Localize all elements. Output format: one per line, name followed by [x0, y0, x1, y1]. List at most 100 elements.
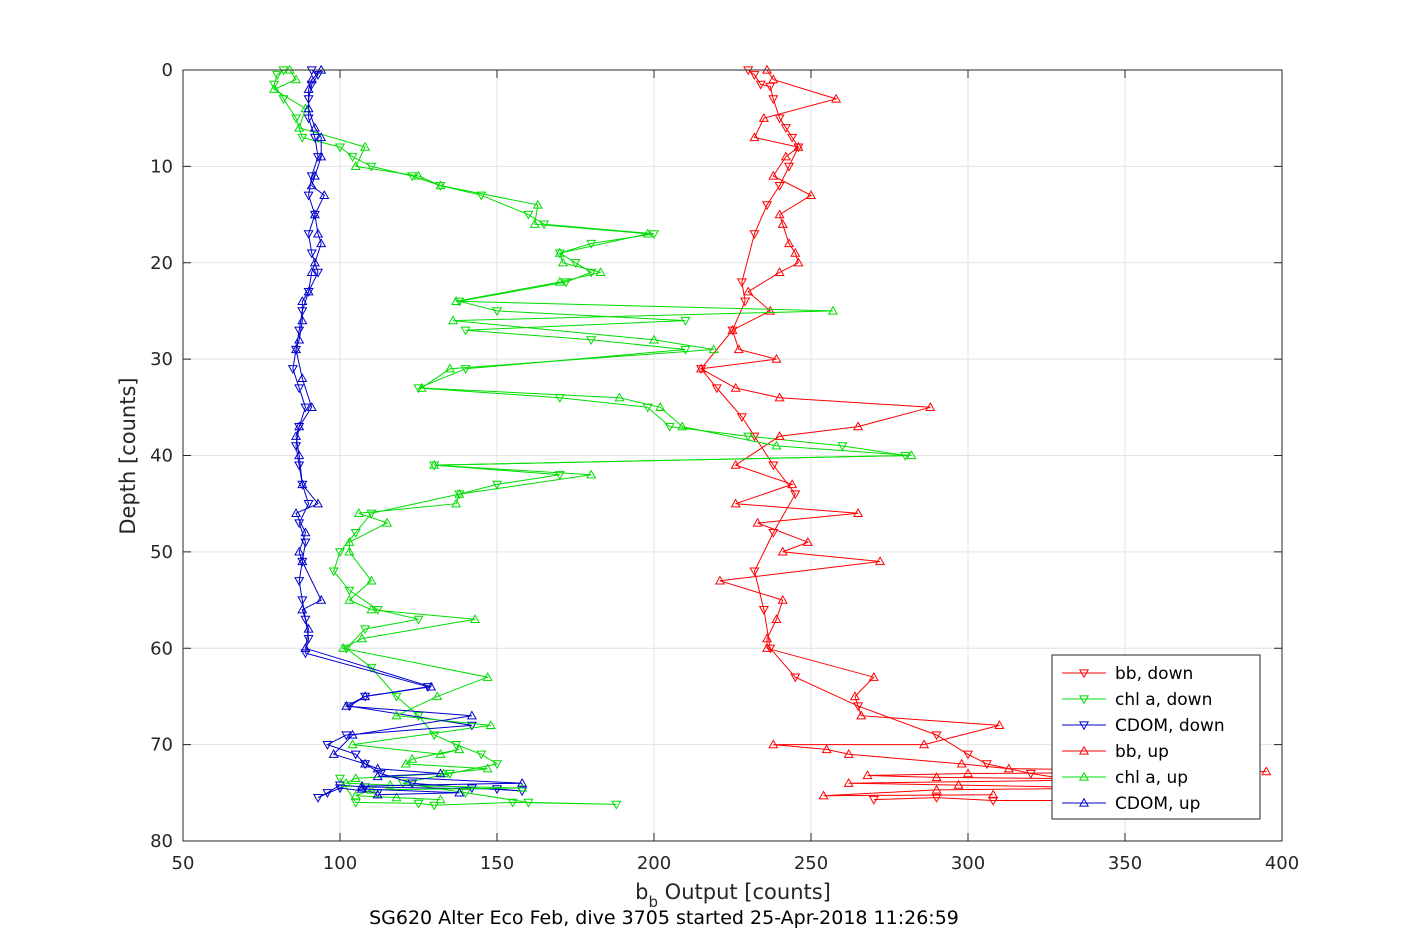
data-point: [931, 784, 942, 794]
data-point: [482, 671, 493, 681]
data-point: [730, 382, 741, 392]
data-point: [758, 112, 769, 122]
data-point: [460, 789, 471, 799]
data-point: [529, 218, 540, 228]
data-point: [743, 66, 754, 76]
data-point: [931, 772, 942, 782]
legend-entry: CDOM, down: [1115, 716, 1225, 736]
data-point: [391, 792, 402, 802]
data-point: [306, 66, 317, 76]
data-point: [981, 760, 992, 770]
data-point: [994, 720, 1005, 729]
data-point: [435, 794, 446, 804]
y-tick-label: 50: [150, 542, 173, 563]
grid: [183, 70, 1282, 841]
data-point: [570, 259, 581, 268]
data-point: [306, 249, 317, 259]
legend-entry: CDOM, up: [1115, 794, 1200, 814]
data-point: [988, 796, 999, 806]
data-point: [802, 537, 813, 546]
data-point: [400, 758, 412, 768]
data-point: [561, 278, 572, 288]
data-point: [761, 643, 773, 652]
legend-swatch-marker: [1078, 669, 1090, 679]
data-point: [780, 151, 791, 161]
data-point: [432, 691, 443, 701]
data-point: [294, 122, 305, 132]
data-point: [642, 228, 653, 238]
data-point: [491, 307, 503, 317]
data-point: [350, 161, 361, 171]
data-point: [322, 740, 333, 750]
data-point: [312, 268, 324, 278]
data-point: [523, 798, 534, 808]
data-point: [476, 191, 487, 201]
data-point: [595, 267, 606, 277]
data-point: [466, 721, 477, 731]
data-point: [768, 95, 779, 105]
data-point: [297, 315, 308, 325]
data-point: [843, 749, 854, 758]
data-point: [554, 249, 565, 259]
data-point: [268, 80, 280, 90]
data-point: [482, 763, 493, 773]
x-axis-label-sub: b: [648, 893, 658, 911]
data-point: [435, 180, 446, 190]
data-point: [749, 230, 760, 240]
data-point: [586, 336, 597, 346]
data-point: [309, 170, 320, 180]
data-point: [316, 594, 327, 604]
data-point: [312, 498, 324, 508]
legend-swatch-marker: [1078, 771, 1090, 781]
data-point: [774, 209, 785, 219]
data-point: [350, 773, 361, 783]
data-point: [758, 606, 769, 615]
data-point: [297, 373, 308, 383]
data-point: [309, 133, 320, 143]
data-point: [341, 777, 352, 787]
data-point: [818, 790, 829, 800]
series-layer: [268, 64, 1272, 811]
data-point: [382, 517, 393, 527]
data-point: [297, 296, 308, 305]
legend-swatch-marker: [1078, 797, 1090, 807]
data-point: [344, 537, 355, 546]
data-point: [853, 508, 864, 517]
data-point: [777, 546, 788, 556]
data-point: [319, 190, 330, 199]
x-tick-label: 150: [480, 853, 514, 874]
data-point: [931, 731, 942, 741]
data-point: [303, 623, 314, 633]
data-point: [407, 779, 418, 789]
data-point: [696, 365, 707, 374]
y-tick-label: 40: [150, 446, 173, 467]
data-point: [316, 151, 327, 161]
data-point: [906, 450, 917, 460]
data-point: [469, 614, 481, 623]
data-point: [454, 787, 465, 797]
data-point: [300, 527, 311, 537]
data-point: [736, 278, 747, 288]
data-point: [334, 774, 346, 784]
data-point: [517, 782, 528, 792]
data-point: [783, 162, 795, 172]
series-1: [268, 66, 911, 811]
legend-box: [1051, 654, 1261, 820]
data-point: [447, 315, 459, 325]
data-point: [356, 633, 368, 643]
x-tick-label: 250: [794, 853, 828, 874]
data-point: [413, 615, 424, 625]
data-point: [736, 413, 747, 423]
data-point: [309, 122, 320, 132]
data-point: [554, 247, 565, 257]
data-point: [290, 345, 302, 355]
data-point: [611, 800, 622, 810]
data-point: [407, 172, 418, 182]
data-point: [334, 143, 346, 153]
data-point: [714, 575, 726, 585]
data-point: [309, 210, 320, 220]
data-point: [290, 431, 302, 440]
data-point: [372, 789, 383, 799]
data-point: [356, 780, 368, 790]
data-point: [793, 143, 804, 153]
